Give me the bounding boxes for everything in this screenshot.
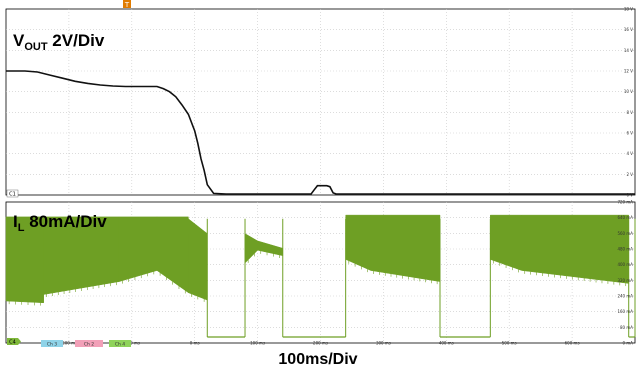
y-tick-label: 14 V — [624, 48, 633, 53]
y-tick-label: 8 V — [626, 110, 633, 115]
x-tick-label: 300 ms — [376, 341, 391, 346]
x-tick-label: 600 ms — [565, 341, 580, 346]
y-tick-label: 240 mA — [617, 294, 633, 299]
svg-text:Ch 2: Ch 2 — [84, 342, 94, 348]
vout-channel-marker: C1 — [6, 189, 19, 198]
trigger-marker-label: T — [124, 1, 130, 9]
y-tick-label: 560 mA — [617, 231, 633, 236]
y-tick-label: 0 mA — [623, 341, 634, 346]
y-tick-label: 160 mA — [617, 309, 633, 314]
y-tick-label: 18 V — [624, 7, 633, 12]
x-tick-label: -200 ms — [61, 341, 77, 346]
y-tick-label: 320 mA — [617, 278, 633, 283]
x-tick-label: 400 ms — [439, 341, 454, 346]
il-ripple-band — [5, 216, 44, 304]
il-grid — [6, 202, 635, 343]
x-axis-label: 100ms/Div — [278, 351, 357, 368]
svg-text:C1: C1 — [9, 192, 16, 198]
y-tick-label: 80 mA — [620, 325, 633, 330]
y-tick-label: 4 V — [626, 151, 633, 156]
svg-text:Ch 4: Ch 4 — [115, 342, 125, 348]
trigger-marker — [123, 0, 131, 8]
vout-label: VOUT 2V/Div — [13, 31, 105, 53]
y-tick-label: 0 V — [626, 193, 633, 198]
y-tick-label: 16 V — [624, 27, 633, 32]
il-label: IL 80mA/Div — [13, 212, 107, 234]
y-tick-label: 6 V — [626, 131, 633, 136]
x-tick-label: 500 ms — [502, 341, 517, 346]
il-ripple-band — [118, 216, 158, 282]
svg-text:Ch 3: Ch 3 — [47, 342, 57, 348]
x-tick-label: -100 ms — [124, 341, 140, 346]
vout-trace — [6, 70, 635, 195]
y-tick-label: 720 mA — [617, 200, 633, 205]
x-tick-label: 100 ms — [250, 341, 265, 346]
vout-y-ticks: 18 V 16 V 14 V 12 V 10 V 8 V 6 V 4 V 2 V 0 V — [624, 7, 633, 198]
il-trace — [5, 214, 636, 338]
il-channel-marker: C4 — [7, 338, 21, 346]
x-tick-label: 200 ms — [313, 341, 328, 346]
y-tick-label: 400 mA — [617, 262, 633, 267]
y-tick-label: 10 V — [624, 89, 633, 94]
y-tick-label: 480 mA — [617, 247, 633, 252]
il-y-ticks: 720 mA 640 mA 560 mA 480 mA 400 mA 320 mA 240 … — [617, 200, 633, 346]
vout-line — [6, 70, 635, 195]
il-ripple-band — [370, 214, 441, 282]
vout-grid — [6, 9, 635, 195]
svg-text:C4: C4 — [9, 340, 16, 346]
y-tick-label: 640 mA — [617, 215, 633, 220]
footer-markers: Ch 3 Ch 2 Ch 4 — [41, 340, 131, 348]
y-tick-label: 2 V — [626, 172, 633, 177]
x-ticks: -200 ms -100 ms 0 ms 100 ms 200 ms 300 ms 400 … — [61, 341, 580, 346]
y-tick-label: 12 V — [624, 69, 633, 74]
x-tick-label: 0 ms — [190, 341, 200, 346]
